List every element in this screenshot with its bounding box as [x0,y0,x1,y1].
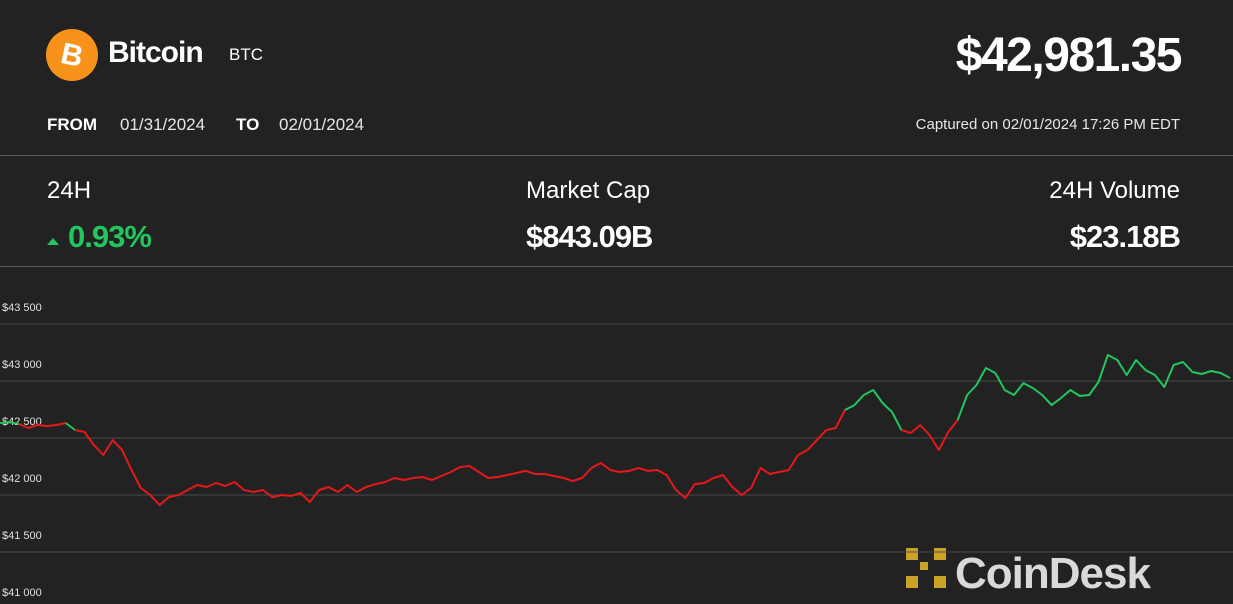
to-label: TO [236,115,260,134]
y-tick-label: $41 500 [2,530,42,542]
y-tick-label: $41 000 [2,587,42,599]
price-line [18,422,66,429]
watermark-logo [906,548,946,588]
stat-label: 24H Volume [1049,177,1180,204]
up-arrow [47,238,59,245]
stat-label: 24H [47,177,92,204]
y-tick-label: $43 000 [2,359,42,371]
y-tick-label: $42 500 [2,416,42,428]
price-line [74,409,846,506]
price: $42,981.35 [955,29,1183,82]
captured: Captured on 02/01/2024 17:26 PM EDT [915,116,1180,133]
coin-name: Bitcoin [108,36,204,69]
price-line [844,389,903,431]
price-line [0,421,20,425]
divider [0,155,1233,156]
stat-value: $843.09B [526,219,653,254]
stat-label: Market Cap [526,177,651,204]
to-date: 02/01/2024 [279,115,365,134]
y-tick-label: $42 000 [2,473,42,485]
price-line [901,419,959,451]
price-line [65,422,76,431]
price-line [956,354,1231,421]
divider [0,266,1233,267]
from-date: 01/31/2024 [120,115,206,134]
stat-value: 0.93% [68,219,152,254]
y-tick-label: $43 500 [2,302,42,314]
bitcoin-logo: B [46,29,98,81]
from-label: FROM [47,115,98,134]
stat-value: $23.18B [1069,219,1181,254]
coin-symbol: BTC [229,45,263,64]
watermark: CoinDesk [955,549,1151,598]
